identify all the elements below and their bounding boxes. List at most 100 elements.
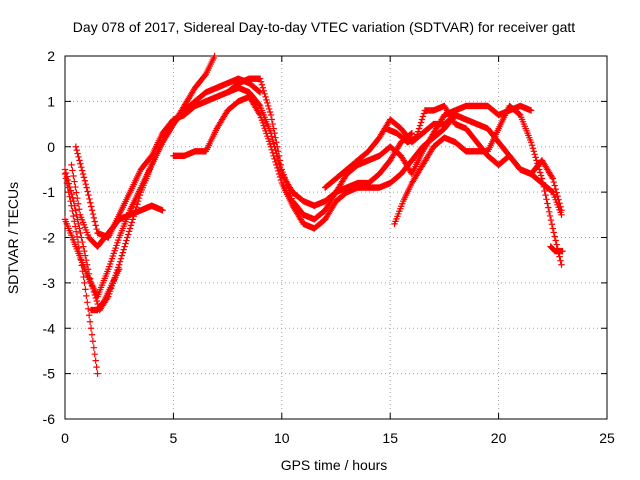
series-track-6 [170,93,459,232]
data-point [80,243,87,250]
data-point [276,157,284,164]
data-point [256,101,263,108]
data-point [415,125,423,132]
data-point [272,158,279,166]
data-point [68,161,75,169]
data-point [256,89,264,96]
data-point [265,105,273,113]
data-point [414,128,422,135]
data-point [549,225,556,232]
data-point [92,294,100,302]
data-point [67,187,74,194]
y-tick-label: -5 [43,366,56,382]
data-point [159,207,166,214]
data-point [544,200,551,207]
data-point [84,266,92,273]
data-point [553,189,560,196]
data-point [553,241,560,248]
data-point [73,189,80,196]
data-point [88,207,96,214]
data-point [257,78,265,85]
data-point [260,87,267,94]
data-point [558,261,565,268]
data-point [116,258,124,265]
data-point [527,139,535,146]
data-point [270,125,277,132]
data-point [543,196,550,203]
data-point [81,177,89,184]
data-point [75,153,82,161]
y-tick-label: 1 [47,93,55,109]
data-point [264,99,271,107]
data-point [548,188,556,195]
data-point [273,139,280,146]
data-point [128,219,136,226]
data-point [556,200,563,207]
series-track-2 [61,52,218,300]
data-point [129,216,136,223]
data-point [267,111,275,119]
data-point [93,225,100,233]
data-point [134,198,142,205]
data-point [545,204,552,211]
data-point [77,229,84,237]
data-point [274,167,282,175]
y-axis-title: SDTVAR / TECUs [5,182,21,294]
data-point [555,196,562,203]
data-point [83,292,90,300]
data-point [542,191,549,199]
data-point [259,84,267,91]
data-point [93,297,100,305]
data-point [530,148,538,155]
data-point [64,176,72,184]
data-point [122,240,129,247]
data-point [413,131,421,138]
x-tick-label: 0 [61,430,69,446]
data-point [91,218,99,225]
data-point [256,110,263,117]
data-point [90,344,98,351]
data-point [91,291,99,299]
data-point [81,247,88,255]
data-point [75,220,82,228]
data-point [540,183,547,191]
data-point [92,357,99,364]
data-point [79,238,86,246]
data-point [90,214,98,222]
data-point [76,225,83,232]
series-track-9 [391,102,565,268]
data-point [546,212,554,220]
data-point [85,312,93,319]
x-tick-label: 25 [599,430,615,446]
data-point [86,195,93,203]
data-point [89,210,97,218]
data-point [85,270,93,277]
data-point [69,207,76,215]
y-tick-label: 0 [47,139,55,155]
data-point [134,201,141,208]
data-point [72,143,80,150]
data-point [551,233,558,240]
data-point [271,155,278,163]
data-point [68,190,75,198]
data-point [66,183,74,191]
data-point [274,148,282,155]
data-point [407,130,415,138]
data-point [93,363,100,371]
data-point [270,152,277,160]
data-point [62,169,70,177]
y-tick-label: 2 [47,48,55,64]
data-point [545,208,553,215]
data-point [268,116,276,123]
data-point [551,182,558,189]
data-point [256,88,263,95]
data-point [417,119,425,126]
data-point [136,191,144,199]
data-point [267,143,275,150]
data-point [89,338,97,345]
data-point [118,252,126,259]
data-point [127,222,135,229]
data-point [87,279,95,287]
series-track-3 [61,75,264,314]
data-point [271,129,278,137]
